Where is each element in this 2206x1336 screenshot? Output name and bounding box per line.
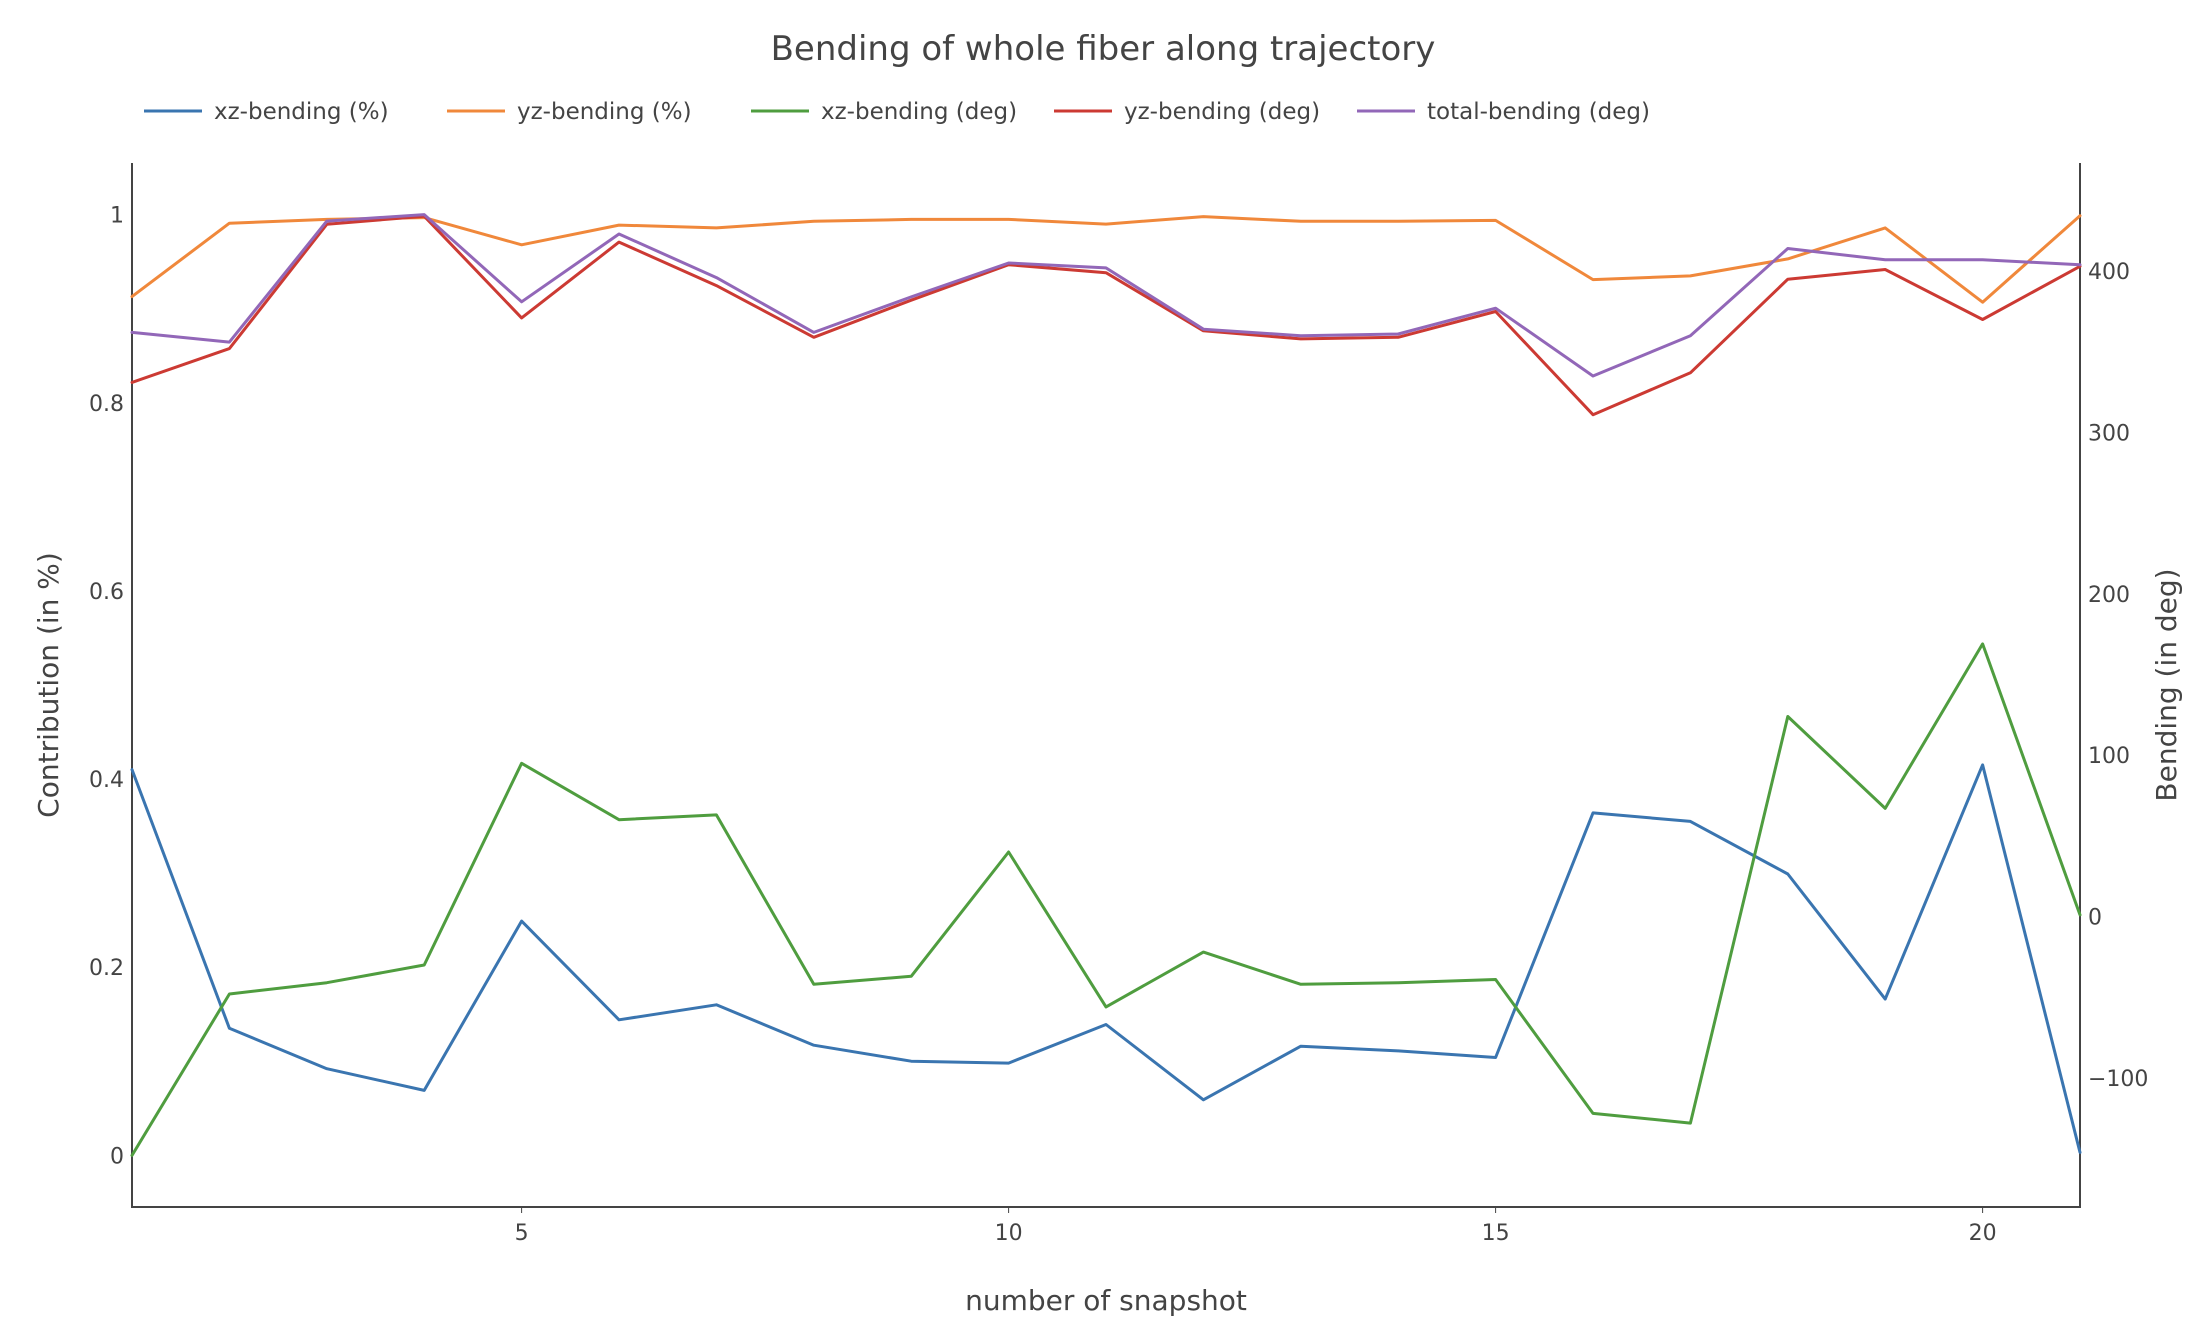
- y-left-ticks: 0 0.2 0.4 0.6 0.8 1: [89, 204, 124, 1170]
- legend-item[interactable]: xz-bending (deg): [751, 99, 1017, 125]
- axes: [131, 163, 2081, 1208]
- y-right-tick-label: −100: [2088, 1067, 2148, 1092]
- legend: xz-bending (%) yz-bending (%) xz-bending (…: [144, 99, 1650, 125]
- y-left-tick-label: 0: [110, 1144, 124, 1169]
- y-left-tick-label: 0.4: [89, 768, 124, 793]
- x-tick-label: 15: [1482, 1221, 1510, 1246]
- y-right-tick-label: 200: [2088, 583, 2130, 608]
- y-right-ticks: −100 0 100 200 300 400: [2088, 260, 2148, 1092]
- legend-item[interactable]: total-bending (deg): [1357, 99, 1650, 125]
- y-axis-title-right: Bending (in deg): [2150, 568, 2183, 801]
- y-left-tick-label: 1: [110, 204, 124, 229]
- y-axis-title-left: Contribution (in %): [32, 552, 65, 818]
- y-left-tick-label: 0.2: [89, 956, 124, 981]
- series-line-yz-bending: [130, 214, 2082, 304]
- legend-item[interactable]: xz-bending (%): [144, 99, 389, 125]
- y-right-tick-label: 400: [2088, 260, 2130, 285]
- legend-label: xz-bending (deg): [821, 99, 1017, 125]
- legend-label: yz-bending (deg): [1124, 99, 1320, 125]
- x-tick-label: 20: [1969, 1221, 1997, 1246]
- y-left-tick-label: 0.6: [89, 580, 124, 605]
- legend-item[interactable]: yz-bending (%): [447, 99, 692, 125]
- y-right-tick-label: 0: [2088, 906, 2102, 931]
- series-line-yz-bending-deg: [130, 214, 2082, 417]
- series-line-total-bending-deg: [130, 213, 2082, 378]
- legend-item[interactable]: yz-bending (deg): [1054, 99, 1320, 125]
- x-ticks: 5 10 15 20: [515, 1207, 1997, 1246]
- chart-title: Bending of whole fiber along trajectory: [771, 29, 1436, 69]
- x-tick-label: 5: [515, 1221, 529, 1246]
- y-right-tick-label: 300: [2088, 421, 2130, 446]
- y-left-tick-label: 0.8: [89, 392, 124, 417]
- legend-label: yz-bending (%): [517, 99, 692, 125]
- x-axis-title: number of snapshot: [965, 1284, 1247, 1317]
- y-right-tick-label: 100: [2088, 744, 2130, 769]
- legend-label: xz-bending (%): [214, 99, 389, 125]
- x-tick-label: 10: [995, 1221, 1023, 1246]
- legend-label: total-bending (deg): [1427, 99, 1650, 125]
- series-line-xz-bending-deg: [130, 642, 2082, 1157]
- plot-area: [130, 213, 2082, 1157]
